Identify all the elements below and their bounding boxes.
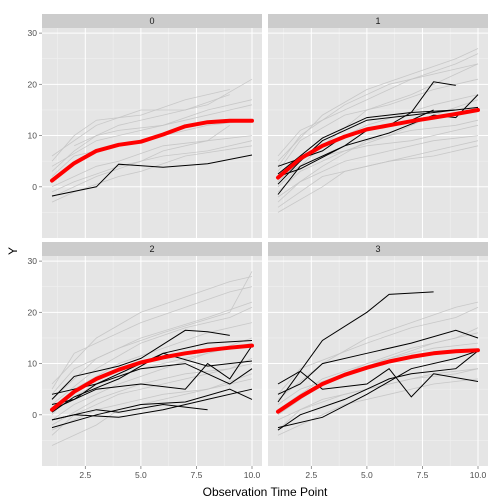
background-trajectory xyxy=(51,286,253,390)
highlight-trajectory xyxy=(277,81,456,175)
background-trajectory xyxy=(277,48,479,162)
background-trajectory xyxy=(51,306,253,405)
x-tick-label: 2.5 xyxy=(305,470,317,480)
x-tick-label: 10.0 xyxy=(470,470,487,480)
y-tick-label: 30 xyxy=(28,256,38,266)
strip-label: 3 xyxy=(375,244,380,254)
strip-label: 0 xyxy=(149,16,154,26)
strip-label: 1 xyxy=(375,16,380,26)
x-tick-label: 7.5 xyxy=(191,470,203,480)
y-tick-label: 0 xyxy=(32,182,37,192)
y-tick-label: 30 xyxy=(28,28,38,38)
facet-panel-0: 0 0 10 20 30 xyxy=(28,14,262,238)
highlight-trajectory xyxy=(51,329,230,400)
background-trajectory xyxy=(277,63,479,188)
x-tick-label: 2.5 xyxy=(79,470,91,480)
background-trajectory xyxy=(277,53,479,157)
background-trajectory xyxy=(277,342,479,411)
highlight-trajectory xyxy=(51,345,253,411)
background-trajectory xyxy=(74,78,253,147)
x-tick-label: 10.0 xyxy=(244,470,261,480)
x-tick-label: 5.0 xyxy=(361,470,373,480)
x-axis-title: Observation Time Point xyxy=(203,485,328,499)
highlight-trajectory xyxy=(51,388,253,421)
background-trajectory xyxy=(51,124,231,188)
background-trajectory xyxy=(51,373,253,431)
background-trajectory xyxy=(51,276,253,385)
facet-panel-3: 3 2.5 5.0 7.5 10.0 xyxy=(268,242,488,480)
strip-background xyxy=(42,14,262,28)
background-trajectory xyxy=(277,135,479,203)
background-trajectory xyxy=(51,135,253,198)
mean-trend-line xyxy=(276,108,480,180)
y-tick-label: 0 xyxy=(32,410,37,420)
strip-background xyxy=(268,14,488,28)
background-trajectory xyxy=(51,94,230,157)
background-trajectory xyxy=(277,63,479,167)
background-trajectory xyxy=(51,358,253,426)
y-tick-label: 20 xyxy=(28,307,38,317)
background-trajectory xyxy=(51,145,253,203)
background-trajectory xyxy=(277,140,479,208)
highlight-trajectory xyxy=(277,106,479,185)
y-tick-label: 10 xyxy=(28,131,38,141)
highlight-trajectory xyxy=(277,350,479,431)
y-tick-label: 20 xyxy=(28,79,38,89)
panel-background xyxy=(268,28,488,238)
y-tick-label: 10 xyxy=(28,359,38,369)
background-trajectory xyxy=(51,99,253,172)
mean-trend-line xyxy=(50,118,254,183)
mean-trend-line xyxy=(50,343,254,412)
x-tick-label: 7.5 xyxy=(417,470,429,480)
background-trajectory xyxy=(51,271,253,395)
background-trajectory xyxy=(277,78,479,172)
highlight-trajectory xyxy=(277,368,479,398)
x-tick-label: 5.0 xyxy=(135,470,147,480)
background-trajectory xyxy=(51,140,253,193)
highlight-trajectory xyxy=(51,154,253,197)
strip-background xyxy=(268,242,488,256)
highlight-trajectory xyxy=(277,109,434,177)
highlight-trajectory xyxy=(51,388,253,429)
highlight-trajectory xyxy=(277,350,479,429)
facet-panel-1: 1 xyxy=(268,14,488,238)
highlight-trajectory xyxy=(277,329,479,395)
mean-trend-line xyxy=(276,348,480,414)
background-trajectory xyxy=(277,368,479,421)
background-trajectory xyxy=(51,363,253,436)
highlight-trajectory xyxy=(277,94,479,195)
panel-background xyxy=(42,28,262,238)
y-axis-title: Y xyxy=(6,247,20,255)
highlight-trajectory xyxy=(277,291,434,403)
background-trajectory xyxy=(277,301,479,400)
highlight-trajectory xyxy=(51,352,253,413)
strip-background xyxy=(42,242,262,256)
background-trajectory xyxy=(277,378,479,436)
background-trajectory xyxy=(277,99,479,193)
strip-label: 2 xyxy=(149,244,154,254)
